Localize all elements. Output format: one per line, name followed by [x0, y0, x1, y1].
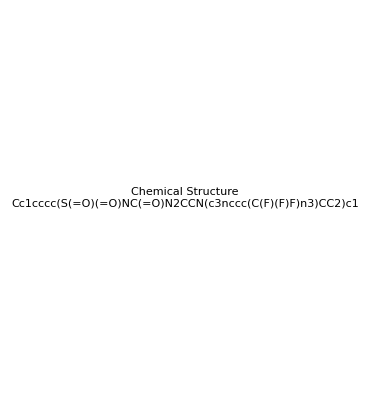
- Text: Chemical Structure
Cc1cccc(S(=O)(=O)NC(=O)N2CCN(c3nccc(C(F)(F)F)n3)CC2)c1: Chemical Structure Cc1cccc(S(=O)(=O)NC(=…: [11, 187, 359, 209]
